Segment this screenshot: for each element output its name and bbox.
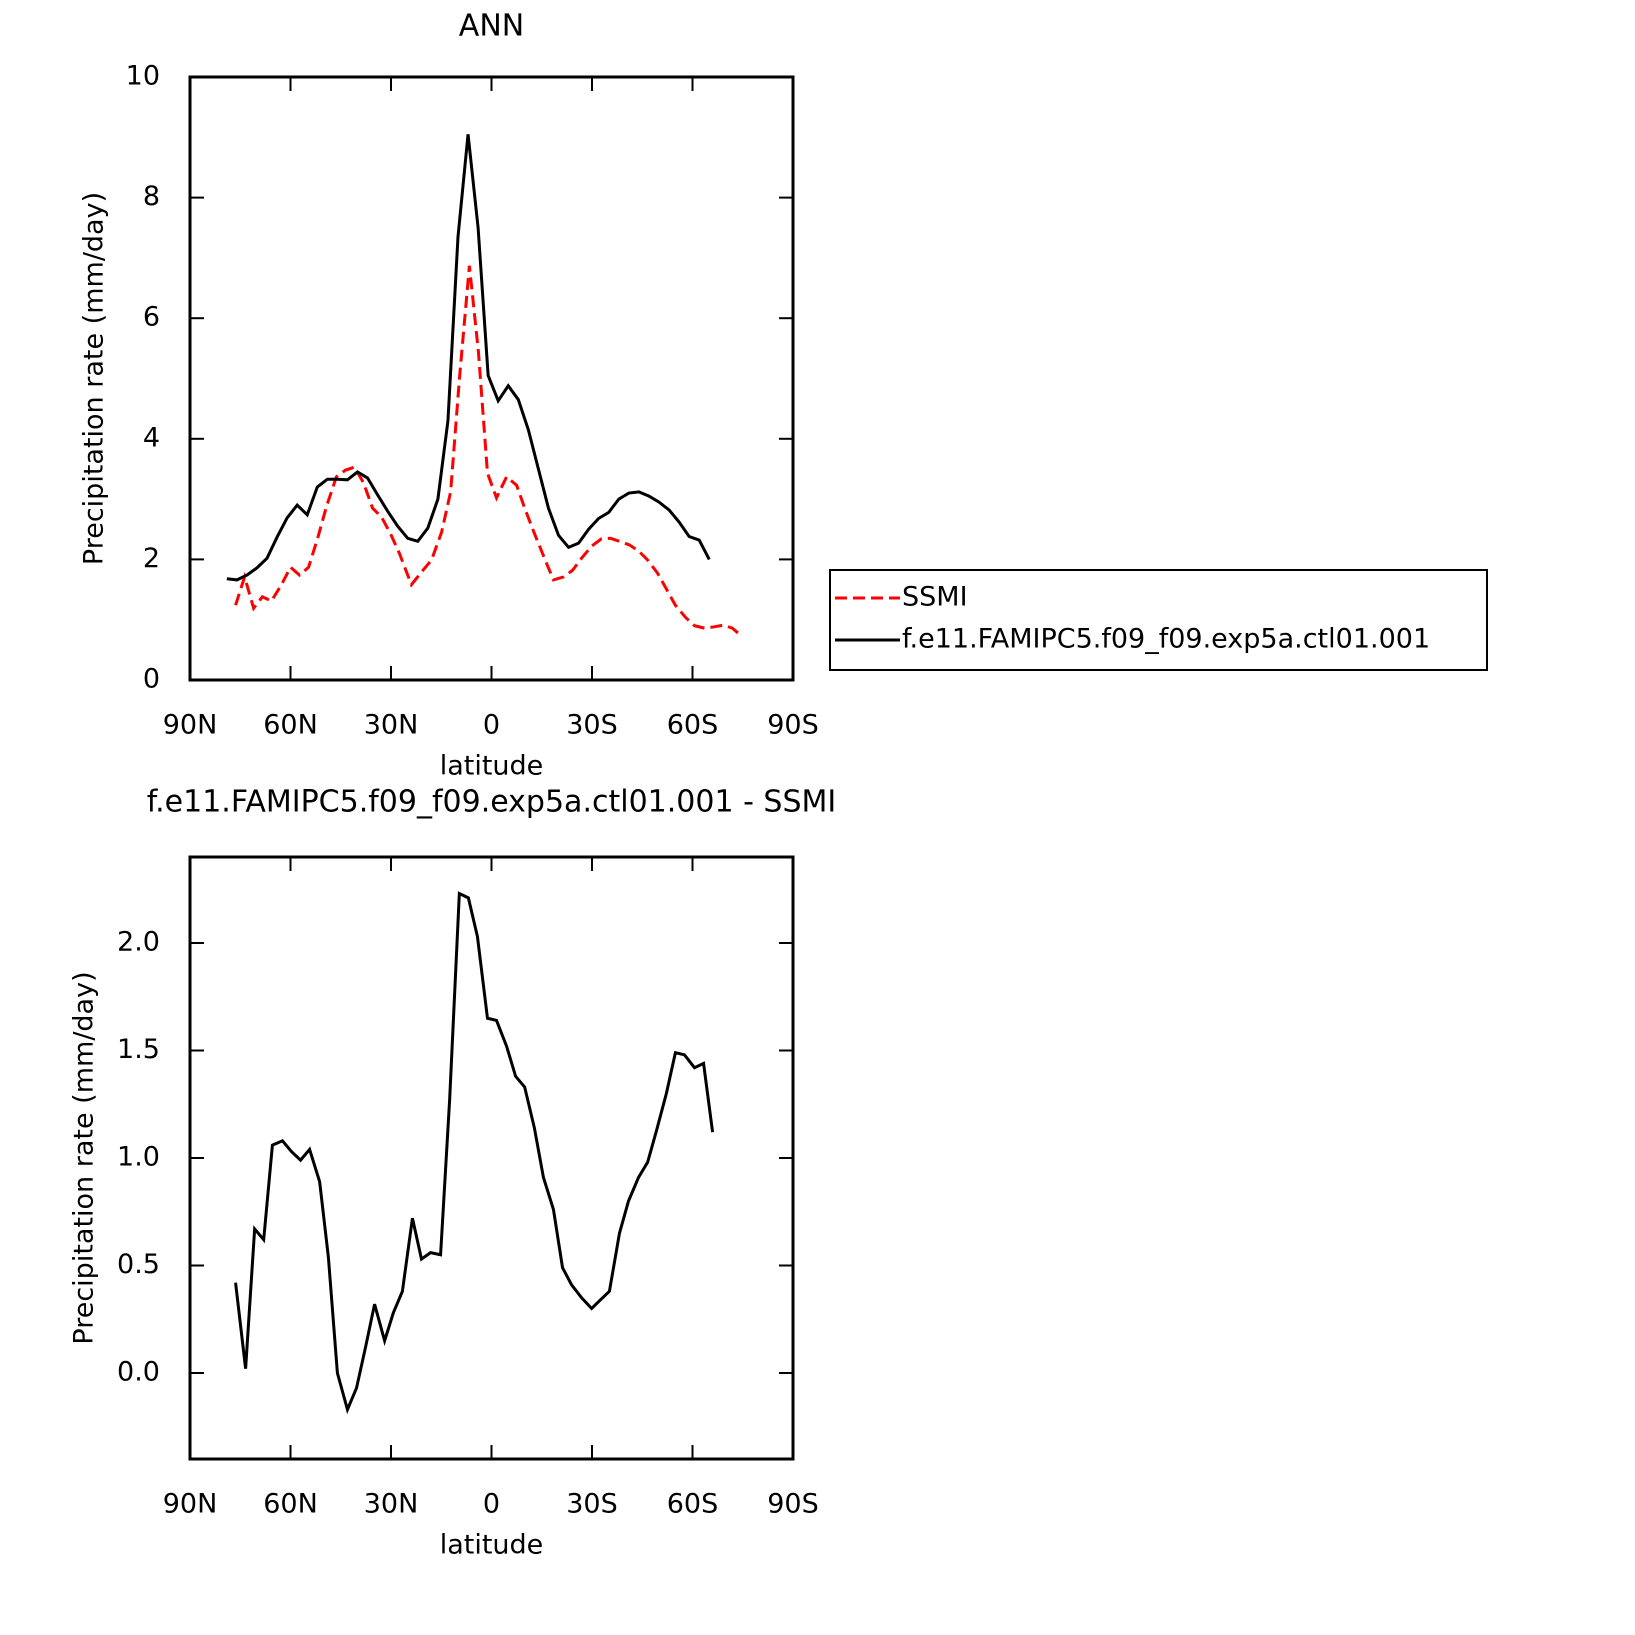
x-tick-label: 0: [483, 710, 500, 741]
x-tick-label: 90S: [767, 1489, 819, 1520]
x-tick-label: 30S: [566, 1489, 618, 1520]
legend-label: SSMI: [902, 582, 968, 613]
y-tick-label: 0.0: [117, 1357, 160, 1388]
chart-title: ANN: [459, 9, 524, 44]
x-tick-label: 60N: [263, 710, 318, 741]
legend-box: [829, 569, 1488, 671]
x-tick-label: 60S: [667, 710, 719, 741]
y-tick-label: 1.0: [117, 1142, 160, 1173]
y-tick-label: 4: [143, 422, 160, 453]
legend-label: f.e11.FAMIPC5.f09_f09.exp5a.ctl01.001: [902, 624, 1430, 655]
x-tick-label: 30N: [364, 710, 419, 741]
y-tick-label: 0.5: [117, 1249, 160, 1280]
y-tick-label: 2.0: [117, 927, 160, 958]
x-tick-label: 90S: [767, 710, 819, 741]
data-line: [226, 134, 711, 582]
chart-title: f.e11.FAMIPC5.f09_f09.exp5a.ctl01.001 - …: [147, 785, 837, 820]
y-tick-label: 1.5: [117, 1034, 160, 1065]
y-tick-label: 8: [143, 181, 160, 212]
x-tick-label: 90N: [163, 710, 218, 741]
data-line: [234, 265, 743, 638]
x-tick-label: 0: [483, 1489, 500, 1520]
data-line: [234, 891, 715, 1415]
x-tick-label: 60N: [263, 1489, 318, 1520]
x-axis-label: latitude: [440, 751, 544, 782]
y-tick-label: 6: [143, 302, 160, 333]
x-tick-label: 30S: [566, 710, 618, 741]
y-axis-label: Precipitation rate (mm/day): [79, 192, 110, 565]
x-tick-label: 30N: [364, 1489, 419, 1520]
y-axis-label: Precipitation rate (mm/day): [69, 971, 100, 1344]
plot-frame: [188, 75, 795, 682]
x-tick-label: 60S: [667, 1489, 719, 1520]
plot-frame: [188, 855, 795, 1461]
x-axis-label: latitude: [440, 1530, 544, 1561]
y-tick-label: 0: [143, 664, 160, 695]
x-tick-label: 90N: [163, 1489, 218, 1520]
y-tick-label: 10: [126, 61, 160, 92]
y-tick-label: 2: [143, 543, 160, 574]
